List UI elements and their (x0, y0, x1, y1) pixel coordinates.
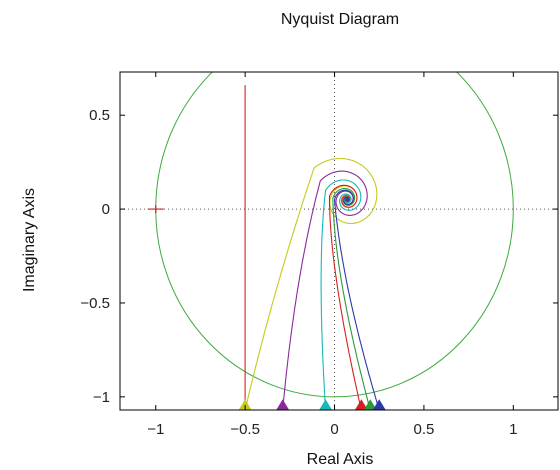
x-tick-label: −1 (147, 421, 164, 438)
y-axis-label: Imaginary Axis (21, 188, 38, 292)
x-tick-label: 1 (509, 421, 517, 438)
y-tick-label: 0.5 (89, 107, 110, 124)
x-tick-label: 0 (330, 421, 338, 438)
y-tick-label: 0 (102, 201, 110, 218)
chart-title: Nyquist Diagram (281, 11, 399, 28)
x-tick-label: 0.5 (413, 421, 434, 438)
series-line-7 (333, 189, 380, 410)
y-tick-label: −1 (93, 389, 110, 406)
x-tick-label: −0.5 (230, 421, 260, 438)
curve-layer (147, 72, 514, 410)
tick-layer: −1 −0.5 0 0.5 1 −1 −0.5 0 0.5 (80, 72, 558, 438)
plot-frame (119, 71, 559, 411)
grid-layer (120, 72, 558, 410)
y-tick-label: −0.5 (80, 295, 110, 312)
x-axis-label: Real Axis (307, 451, 374, 468)
